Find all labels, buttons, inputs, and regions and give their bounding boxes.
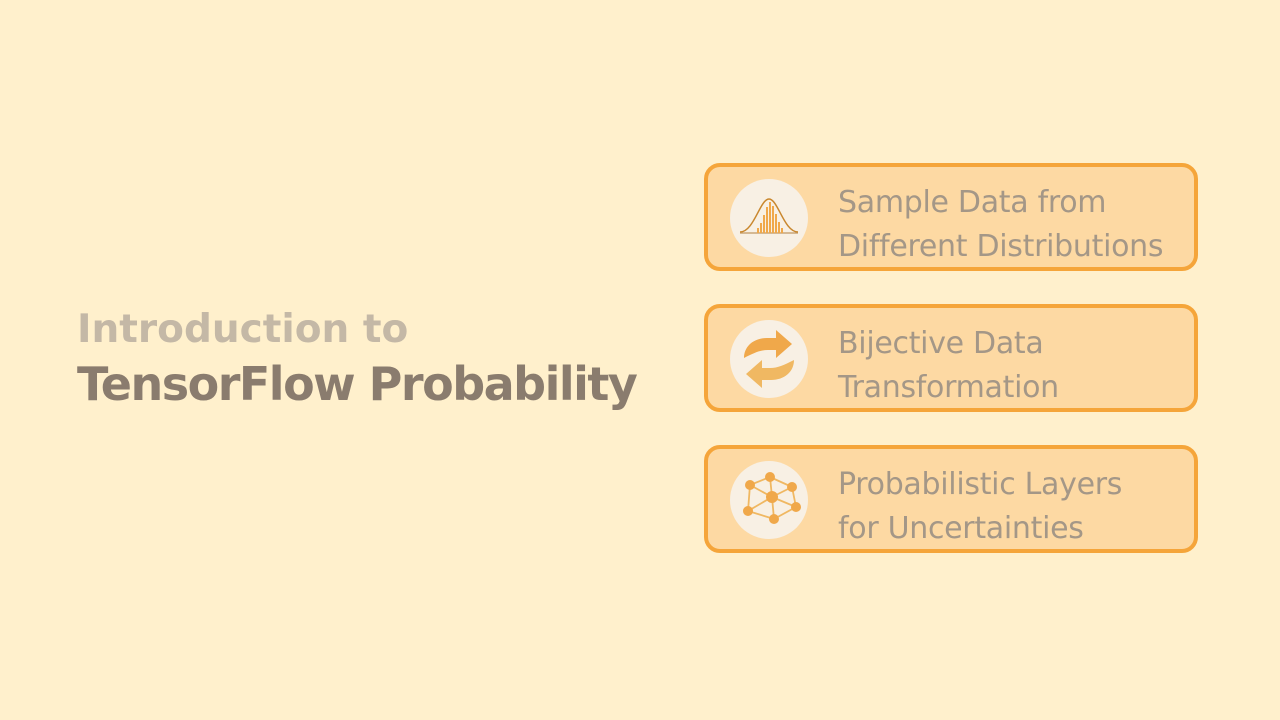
card-label-line2: Transformation bbox=[838, 370, 1059, 405]
bijective-arrows-icon bbox=[730, 320, 808, 398]
card-sample-distributions: Sample Data from Different Distributions bbox=[704, 163, 1198, 271]
card-label-line1: Sample Data from bbox=[838, 185, 1107, 220]
card-label-line1: Bijective Data bbox=[838, 326, 1044, 361]
card-bijective-transformation: Bijective Data Transformation bbox=[704, 304, 1198, 412]
card-label: Sample Data from Different Distributions bbox=[838, 181, 1164, 269]
card-label: Bijective Data Transformation bbox=[838, 322, 1059, 410]
card-label-line2: for Uncertainties bbox=[838, 511, 1084, 546]
slide-title: Introduction to TensorFlow Probability bbox=[77, 305, 638, 413]
neural-network-icon bbox=[730, 461, 808, 539]
title-line-main: TensorFlow Probability bbox=[77, 357, 638, 411]
card-label-line1: Probabilistic Layers bbox=[838, 467, 1123, 502]
card-probabilistic-layers: Probabilistic Layers for Uncertainties bbox=[704, 445, 1198, 553]
card-label-line2: Different Distributions bbox=[838, 229, 1164, 264]
normal-distribution-icon bbox=[730, 179, 808, 257]
title-line-intro: Introduction to bbox=[77, 307, 409, 352]
card-label: Probabilistic Layers for Uncertainties bbox=[838, 463, 1122, 551]
